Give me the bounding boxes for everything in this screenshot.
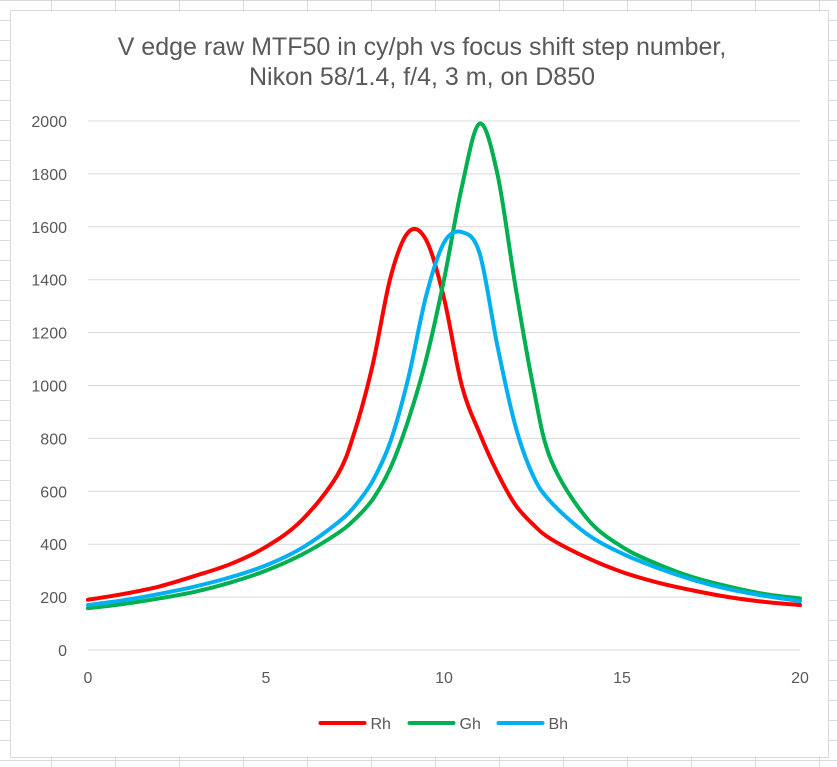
- y-tick-label: 1000: [31, 379, 67, 396]
- y-tick-label: 800: [40, 431, 67, 448]
- y-tick-label: 1600: [31, 220, 67, 237]
- series-line-bh[interactable]: [86, 229, 802, 608]
- legend-label-gh: Gh: [460, 716, 481, 733]
- x-tick-label: 0: [84, 670, 93, 687]
- y-tick-label: 1400: [31, 273, 67, 290]
- line-chart: V edge raw MTF50 in cy/ph vs focus shift…: [31, 33, 809, 733]
- chart-subtitle: Nikon 58/1.4, f/4, 3 m, on D850: [249, 63, 595, 91]
- series-line-gh[interactable]: [86, 121, 802, 611]
- series-line-rh[interactable]: [86, 226, 802, 608]
- x-tick-label: 5: [262, 670, 271, 687]
- chart-title: V edge raw MTF50 in cy/ph vs focus shift…: [118, 33, 727, 61]
- y-tick-label: 1800: [31, 167, 67, 184]
- legend-label-bh: Bh: [549, 716, 569, 733]
- chart-area[interactable]: V edge raw MTF50 in cy/ph vs focus shift…: [10, 10, 829, 758]
- gridlines: [88, 120, 800, 651]
- x-tick-label: 20: [791, 670, 809, 687]
- y-tick-label: 2000: [31, 114, 67, 131]
- legend[interactable]: Rh Gh Bh: [318, 716, 569, 733]
- legend-label-rh: Rh: [371, 716, 391, 733]
- y-tick-label: 400: [40, 537, 67, 554]
- x-tick-label: 10: [435, 670, 453, 687]
- x-axis-ticks: 0 5 10 15 20: [84, 670, 809, 687]
- y-tick-label: 0: [58, 643, 67, 660]
- x-tick-label: 15: [613, 670, 631, 687]
- y-tick-label: 600: [40, 484, 67, 501]
- y-tick-label: 200: [40, 590, 67, 607]
- y-axis-ticks: 0 200 400 600 800 1000 1200 1400 1600 1800 2000: [31, 114, 67, 660]
- series-lines: [86, 121, 802, 611]
- y-tick-label: 1200: [31, 326, 67, 343]
